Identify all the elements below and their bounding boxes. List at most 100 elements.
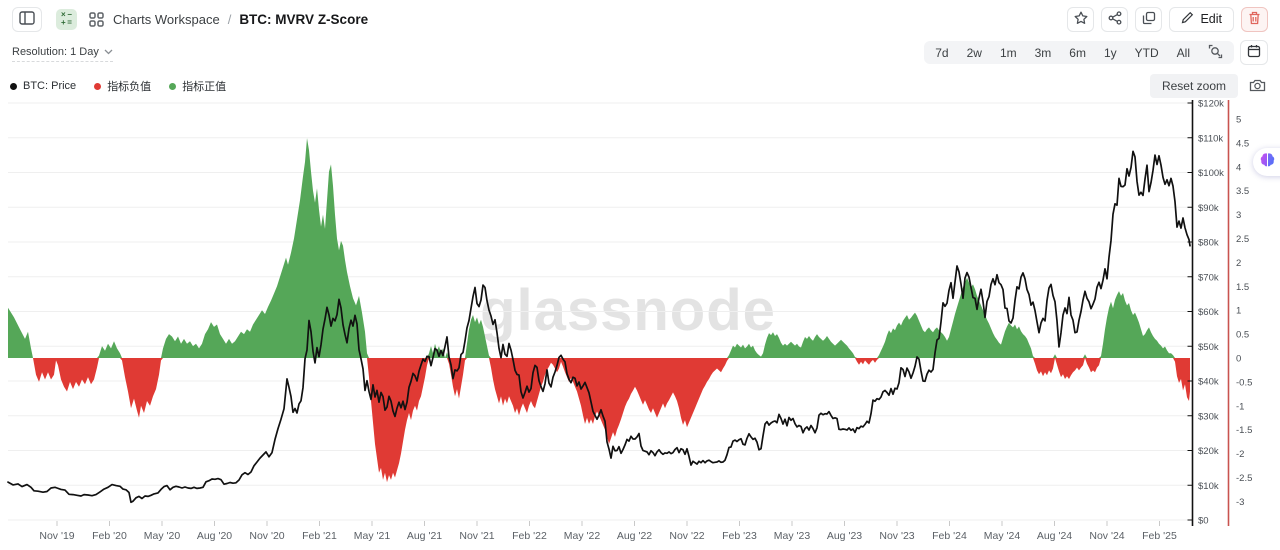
chart-legend: BTC: Price 指标负值 指标正值 bbox=[10, 78, 226, 94]
x-axis-label: Feb '22 bbox=[512, 530, 547, 542]
x-axis-label: May '22 bbox=[564, 530, 601, 542]
x-axis-label: Aug '21 bbox=[407, 530, 442, 542]
x-axis-label: Nov '20 bbox=[249, 530, 284, 542]
price-axis-label: $40k bbox=[1198, 377, 1219, 388]
legend-dot-black bbox=[10, 82, 17, 90]
copy-icon bbox=[1142, 11, 1156, 28]
favorite-button[interactable] bbox=[1067, 6, 1095, 32]
x-axis-label: May '21 bbox=[354, 530, 391, 542]
chevron-down-icon bbox=[104, 46, 113, 58]
zscore-axis-label: 4.5 bbox=[1236, 138, 1249, 149]
price-axis-label: $20k bbox=[1198, 446, 1219, 457]
x-axis-label: Nov '21 bbox=[459, 530, 494, 542]
x-axis-label: May '20 bbox=[144, 530, 181, 542]
range-6m[interactable]: 6m bbox=[1069, 45, 1086, 60]
share-button[interactable] bbox=[1101, 6, 1129, 32]
zscore-axis-label: 0 bbox=[1236, 354, 1241, 365]
screenshot-button[interactable] bbox=[1247, 76, 1268, 97]
price-axis-label: $80k bbox=[1198, 238, 1219, 249]
star-icon bbox=[1074, 11, 1088, 28]
pencil-icon bbox=[1181, 11, 1194, 27]
x-axis-label: Nov '19 bbox=[39, 530, 74, 542]
breadcrumb[interactable]: Charts Workspace bbox=[113, 11, 220, 27]
x-axis-label: Aug '20 bbox=[197, 530, 232, 542]
legend-item-indicator-positive[interactable]: 指标正值 bbox=[169, 78, 226, 94]
zscore-axis-label: 5 bbox=[1236, 115, 1241, 126]
price-axis-label: $50k bbox=[1198, 342, 1219, 353]
price-axis-label: $0 bbox=[1198, 516, 1209, 527]
x-axis-label: Aug '23 bbox=[827, 530, 862, 542]
sidebar-panel-icon bbox=[19, 10, 35, 28]
assistant-fab[interactable] bbox=[1253, 148, 1280, 176]
x-axis-label: Nov '23 bbox=[879, 530, 914, 542]
zscore-axis-label: 2.5 bbox=[1236, 234, 1249, 245]
x-axis-label: Feb '21 bbox=[302, 530, 337, 542]
zscore-area-negative bbox=[8, 358, 1190, 483]
range-1y[interactable]: 1y bbox=[1103, 45, 1117, 60]
page-title: BTC: MVRV Z-Score bbox=[239, 11, 369, 27]
x-axis-label: May '24 bbox=[984, 530, 1021, 542]
zscore-axis-label: 1 bbox=[1236, 306, 1241, 317]
x-axis-label: Feb '20 bbox=[92, 530, 127, 542]
zscore-axis-label: -1 bbox=[1236, 401, 1244, 412]
x-axis-label: Feb '25 bbox=[1142, 530, 1177, 542]
range-ytd[interactable]: YTD bbox=[1134, 45, 1159, 60]
zscore-axis-label: -2.5 bbox=[1236, 473, 1252, 484]
range-2w[interactable]: 2w bbox=[966, 45, 982, 60]
zscore-area-positive bbox=[8, 138, 1190, 358]
zscore-axis-label: 4 bbox=[1236, 162, 1241, 173]
duplicate-button[interactable] bbox=[1135, 6, 1163, 32]
range-3m[interactable]: 3m bbox=[1034, 45, 1052, 60]
x-axis-label: Nov '22 bbox=[669, 530, 704, 542]
x-axis-label: Aug '22 bbox=[617, 530, 652, 542]
x-axis-label: Feb '23 bbox=[722, 530, 757, 542]
workspace-grid-icon[interactable] bbox=[89, 11, 104, 27]
legend-item-indicator-negative[interactable]: 指标负值 bbox=[94, 78, 151, 94]
resolution-dropdown[interactable]: Resolution: 1 Day bbox=[12, 46, 113, 62]
x-axis-label: May '23 bbox=[774, 530, 811, 542]
glassnode-watermark: glassnode bbox=[480, 278, 776, 343]
camera-icon bbox=[1249, 79, 1266, 95]
edit-button[interactable]: Edit bbox=[1169, 6, 1234, 32]
share-icon bbox=[1108, 10, 1122, 28]
price-axis-label: $70k bbox=[1198, 272, 1219, 283]
legend-dot-red bbox=[94, 82, 102, 90]
range-1m[interactable]: 1m bbox=[999, 45, 1017, 60]
price-axis-label: $10k bbox=[1198, 481, 1219, 492]
delete-button[interactable] bbox=[1241, 6, 1268, 32]
x-axis-label: Feb '24 bbox=[932, 530, 967, 542]
calendar-button[interactable] bbox=[1240, 40, 1268, 65]
brain-icon bbox=[1259, 152, 1276, 173]
zscore-axis-label: 1.5 bbox=[1236, 282, 1249, 293]
time-range-selector: 7d 2w 1m 3m 6m 1y YTD All bbox=[924, 41, 1234, 64]
zscore-axis-label: -0.5 bbox=[1236, 377, 1252, 388]
price-axis-label: $100k bbox=[1198, 168, 1224, 179]
reset-zoom-button[interactable]: Reset zoom bbox=[1149, 74, 1238, 98]
zscore-axis-label: 3 bbox=[1236, 210, 1241, 221]
price-axis-label: $110k bbox=[1198, 133, 1223, 144]
legend-item-btc-price[interactable]: BTC: Price bbox=[10, 80, 76, 92]
price-axis-label: $120k bbox=[1198, 99, 1224, 110]
x-axis-label: Aug '24 bbox=[1037, 530, 1072, 542]
top-bar: × − + = Charts Workspace / BTC: MVRV Z-Sc… bbox=[0, 0, 1280, 38]
zscore-axis-label: -2 bbox=[1236, 449, 1244, 460]
range-7d[interactable]: 7d bbox=[935, 45, 949, 60]
sidebar-toggle-button[interactable] bbox=[12, 6, 42, 32]
price-axis-label: $90k bbox=[1198, 203, 1219, 214]
calendar-icon bbox=[1247, 44, 1261, 61]
zscore-axis-label: 0.5 bbox=[1236, 330, 1249, 341]
zscore-axis-label: 2 bbox=[1236, 258, 1241, 269]
zoom-area-icon bbox=[1208, 44, 1223, 62]
zscore-axis-label: -1.5 bbox=[1236, 425, 1252, 436]
btc-price-line bbox=[7, 150, 1191, 504]
zoom-area-button[interactable] bbox=[1199, 41, 1232, 64]
legend-dot-green bbox=[169, 82, 177, 90]
x-axis-label: Nov '24 bbox=[1089, 530, 1124, 542]
breadcrumb-separator: / bbox=[227, 11, 232, 27]
zscore-axis-label: -3 bbox=[1236, 497, 1244, 508]
price-axis-label: $30k bbox=[1198, 411, 1219, 422]
zscore-axis-label: 3.5 bbox=[1236, 186, 1249, 197]
metric-formula-icon[interactable]: × − + = bbox=[56, 8, 77, 30]
range-all[interactable]: All bbox=[1176, 45, 1190, 60]
